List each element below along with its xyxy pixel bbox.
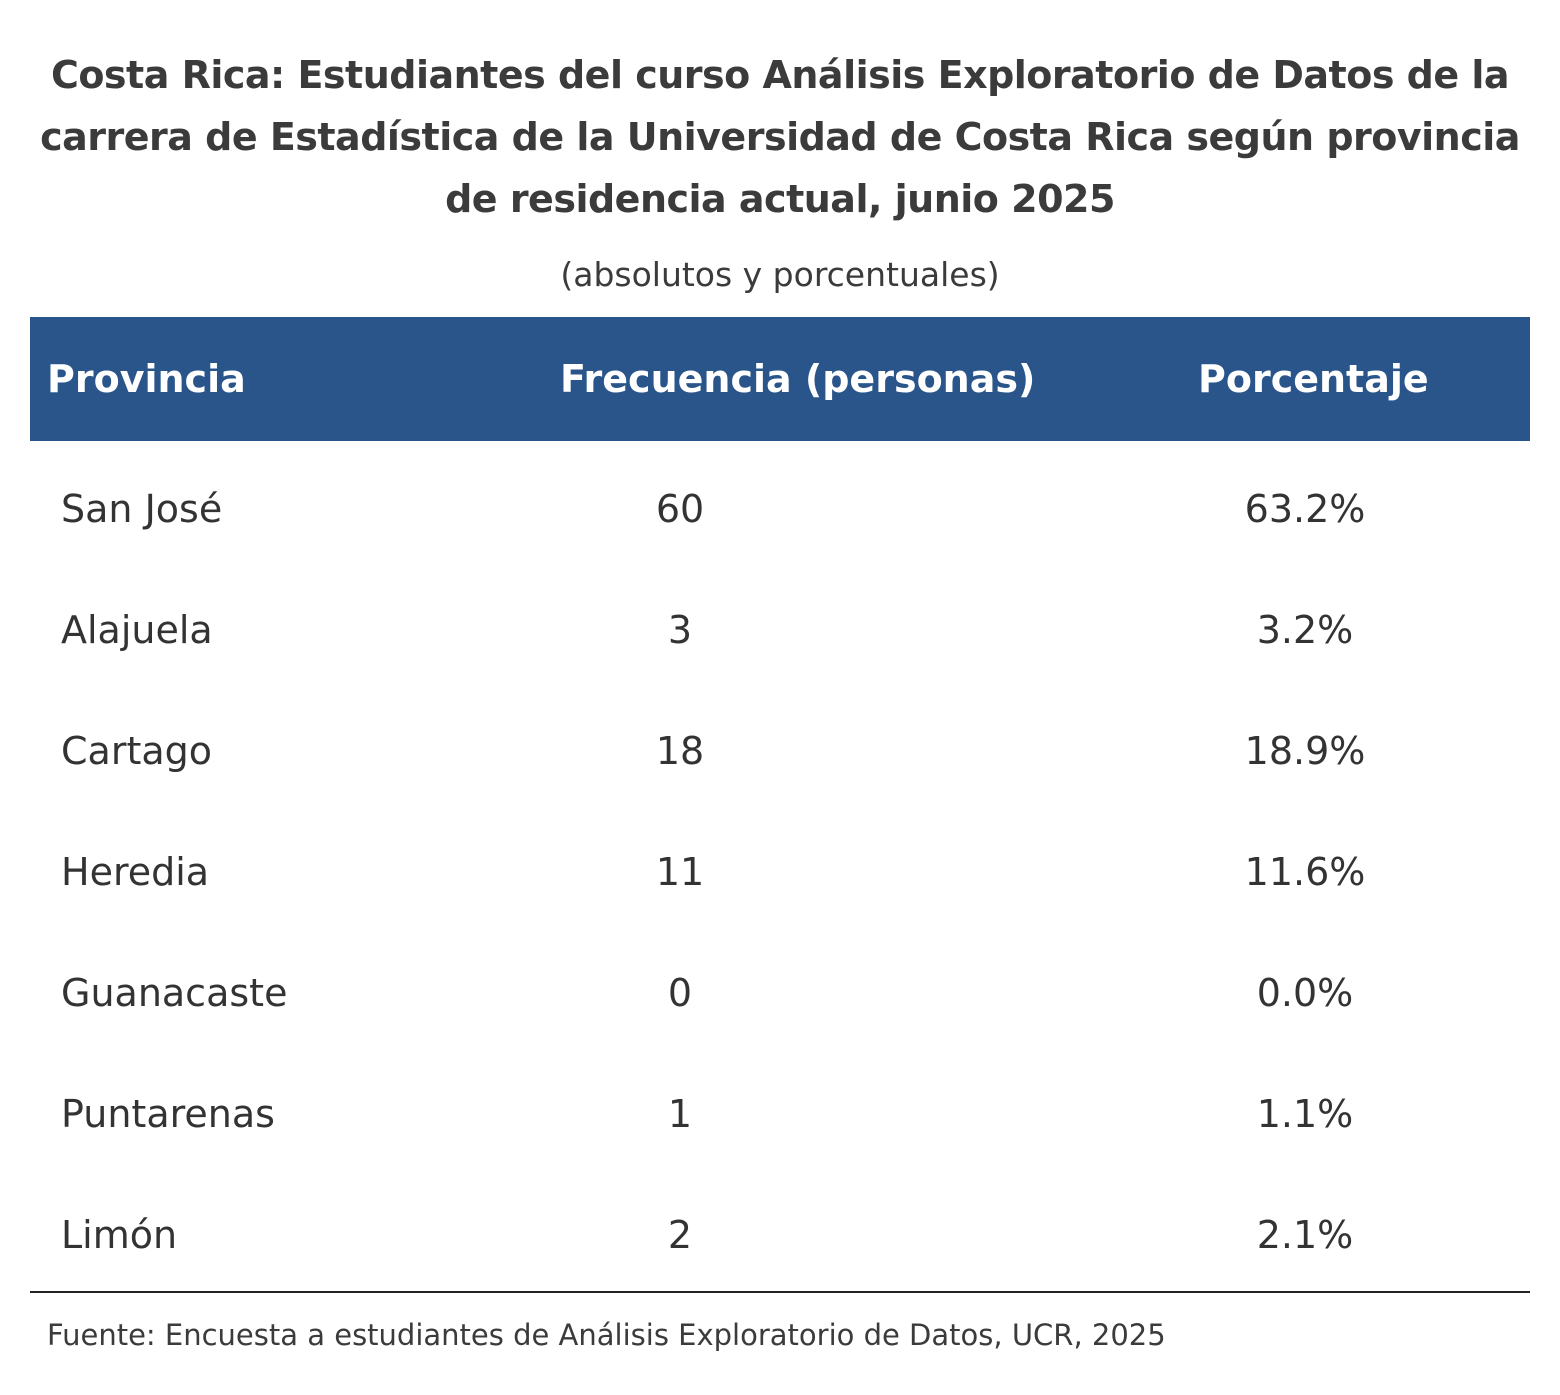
cell-provincia: Puntarenas: [61, 1092, 275, 1136]
data-table: Provincia Frecuencia (personas) Porcenta…: [30, 317, 1530, 1296]
table-row: San José 60 63.2%: [30, 449, 1530, 570]
table-title: Costa Rica: Estudiantes del curso Anális…: [40, 53, 1520, 221]
table-row: Cartago 18 18.9%: [30, 691, 1530, 812]
cell-frecuencia: 2: [667, 1213, 693, 1257]
table-bottom-rule: [30, 1291, 1530, 1293]
column-header-porcentaje: Porcentaje: [1198, 357, 1429, 401]
cell-porcentaje: 63.2%: [1244, 487, 1366, 531]
cell-porcentaje: 1.1%: [1256, 1092, 1354, 1136]
cell-porcentaje: 11.6%: [1244, 850, 1366, 894]
cell-provincia: San José: [61, 487, 223, 531]
table-body: San José 60 63.2% Alajuela 3 3.2% Cartag…: [30, 449, 1530, 1296]
table-row: Guanacaste 0 0.0%: [30, 933, 1530, 1054]
table-row: Alajuela 3 3.2%: [30, 570, 1530, 691]
column-header-provincia: Provincia: [47, 357, 246, 401]
cell-porcentaje: 3.2%: [1256, 608, 1354, 652]
cell-provincia: Limón: [61, 1213, 178, 1257]
cell-provincia: Alajuela: [61, 608, 213, 652]
table-row: Limón 2 2.1%: [30, 1175, 1530, 1296]
cell-porcentaje: 18.9%: [1244, 729, 1366, 773]
cell-frecuencia: 1: [667, 1092, 693, 1136]
table-row: Heredia 11 11.6%: [30, 812, 1530, 933]
cell-frecuencia: 0: [667, 971, 693, 1015]
cell-frecuencia: 11: [655, 850, 705, 894]
table-header: Provincia Frecuencia (personas) Porcenta…: [30, 317, 1530, 441]
column-header-frecuencia: Frecuencia (personas): [560, 357, 1036, 401]
cell-porcentaje: 0.0%: [1256, 971, 1354, 1015]
source-note: Fuente: Encuesta a estudiantes de Anális…: [47, 1318, 1166, 1352]
cell-frecuencia: 18: [655, 729, 705, 773]
table-subtitle: (absolutos y porcentuales): [560, 255, 1000, 294]
cell-provincia: Guanacaste: [61, 971, 288, 1015]
cell-provincia: Cartago: [61, 729, 212, 773]
cell-frecuencia: 60: [655, 487, 705, 531]
cell-frecuencia: 3: [667, 608, 693, 652]
table-row: Puntarenas 1 1.1%: [30, 1054, 1530, 1175]
cell-provincia: Heredia: [61, 850, 210, 894]
cell-porcentaje: 2.1%: [1256, 1213, 1354, 1257]
